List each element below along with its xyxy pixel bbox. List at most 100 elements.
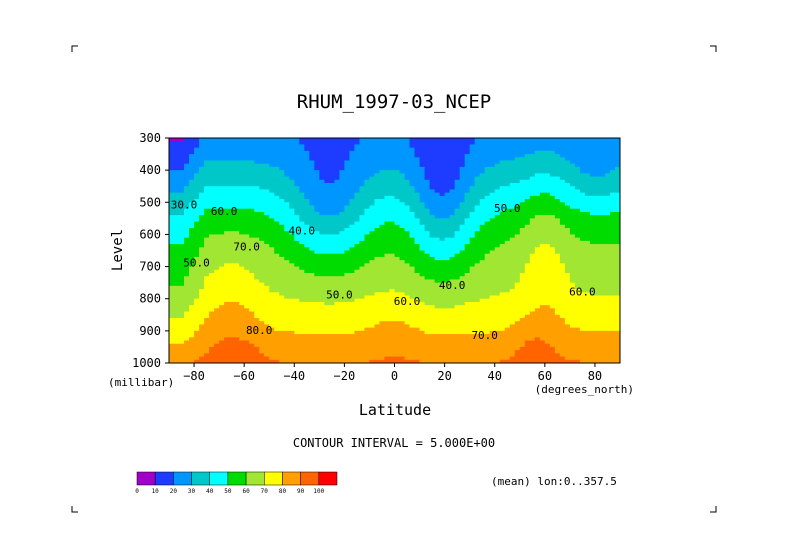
contour-cell xyxy=(194,166,200,171)
contour-cell xyxy=(399,179,405,184)
contour-cell xyxy=(519,202,526,206)
contour-cell xyxy=(214,231,220,235)
contour-cell xyxy=(444,228,451,232)
contour-cell xyxy=(294,218,300,222)
contour-cell xyxy=(234,195,240,200)
contour-cell xyxy=(484,253,491,258)
contour-cell xyxy=(369,195,375,200)
contour-cell xyxy=(454,250,461,255)
contour-cell xyxy=(444,285,451,290)
contour-cell xyxy=(174,244,180,248)
contour-cell xyxy=(614,183,620,187)
contour-cell xyxy=(269,228,275,232)
contour-cell xyxy=(244,282,250,287)
contour-cell xyxy=(234,285,240,290)
contour-cell xyxy=(614,202,620,206)
contour-cell xyxy=(424,308,430,312)
contour-cell xyxy=(534,170,541,174)
contour-cell xyxy=(519,295,526,300)
contour-cell xyxy=(429,292,435,296)
contour-cell xyxy=(459,176,466,181)
contour-cell xyxy=(404,189,410,194)
contour-cell xyxy=(364,144,370,149)
contour-cell xyxy=(524,292,531,296)
contour-cell xyxy=(304,263,310,267)
contour-cell xyxy=(489,289,496,293)
contour-cell xyxy=(174,205,180,210)
contour-cell xyxy=(259,224,265,229)
contour-cell xyxy=(594,240,601,245)
contour-cell xyxy=(169,285,175,290)
contour-cell xyxy=(434,298,440,303)
contour-cell xyxy=(259,263,265,267)
contour-cell xyxy=(584,170,591,174)
contour-cell xyxy=(179,221,185,226)
contour-cell xyxy=(304,289,310,293)
contour-cell xyxy=(464,311,471,316)
contour-cell xyxy=(204,147,210,152)
contour-cell xyxy=(574,221,581,226)
contour-cell xyxy=(404,138,410,142)
contour-cell xyxy=(499,186,506,190)
contour-cell xyxy=(459,231,466,235)
contour-cell xyxy=(294,234,300,239)
contour-cell xyxy=(444,192,451,197)
contour-cell xyxy=(479,311,486,316)
contour-cell xyxy=(219,240,225,245)
contour-cell xyxy=(574,163,581,168)
contour-cell xyxy=(564,250,571,255)
contour-cell xyxy=(194,147,200,152)
contour-cell xyxy=(389,282,395,287)
contour-cell xyxy=(584,141,591,145)
contour-cell xyxy=(219,224,225,229)
contour-cell xyxy=(594,263,601,267)
contour-cell xyxy=(189,314,195,319)
contour-cell xyxy=(584,269,591,274)
contour-cell xyxy=(264,179,270,184)
contour-cell xyxy=(284,170,290,174)
contour-cell xyxy=(584,215,591,219)
contour-cell xyxy=(489,205,496,210)
contour-cell xyxy=(364,228,370,232)
contour-cell xyxy=(529,266,536,271)
contour-cell xyxy=(604,202,611,206)
contour-cell xyxy=(414,160,420,165)
contour-cell xyxy=(539,231,546,235)
contour-cell xyxy=(349,199,355,203)
contour-cell xyxy=(404,308,410,312)
contour-cell xyxy=(269,160,275,165)
contour-cell xyxy=(389,224,395,229)
contour-cell xyxy=(514,237,521,242)
contour-cell xyxy=(414,234,420,239)
contour-cell xyxy=(304,211,310,216)
contour-cell xyxy=(564,186,571,190)
contour-cell xyxy=(544,289,551,293)
chart-title: RHUM_1997-03_NCEP xyxy=(297,91,491,113)
contour-cell xyxy=(369,260,375,264)
contour-cell xyxy=(199,138,205,142)
contour-cell xyxy=(364,154,370,158)
contour-cell xyxy=(239,295,245,300)
contour-cell xyxy=(614,253,620,258)
contour-cell xyxy=(359,147,365,152)
contour-cell xyxy=(529,295,536,300)
contour-cell xyxy=(424,141,430,145)
contour-cell xyxy=(389,298,395,303)
contour-cell xyxy=(384,199,390,203)
contour-cell xyxy=(349,305,355,309)
contour-cell xyxy=(339,263,345,267)
contour-cell xyxy=(229,240,235,245)
contour-cell xyxy=(214,157,220,161)
contour-cell xyxy=(214,250,220,255)
contour-cell xyxy=(424,234,430,239)
contour-cell xyxy=(399,202,405,206)
contour-cell xyxy=(614,282,620,287)
contour-cell xyxy=(414,289,420,293)
contour-cell xyxy=(374,253,380,258)
contour-cell xyxy=(434,305,440,309)
contour-cell xyxy=(179,285,185,290)
contour-cell xyxy=(289,199,295,203)
contour-cell xyxy=(469,160,476,165)
contour-cell xyxy=(259,231,265,235)
contour-cell xyxy=(454,199,461,203)
